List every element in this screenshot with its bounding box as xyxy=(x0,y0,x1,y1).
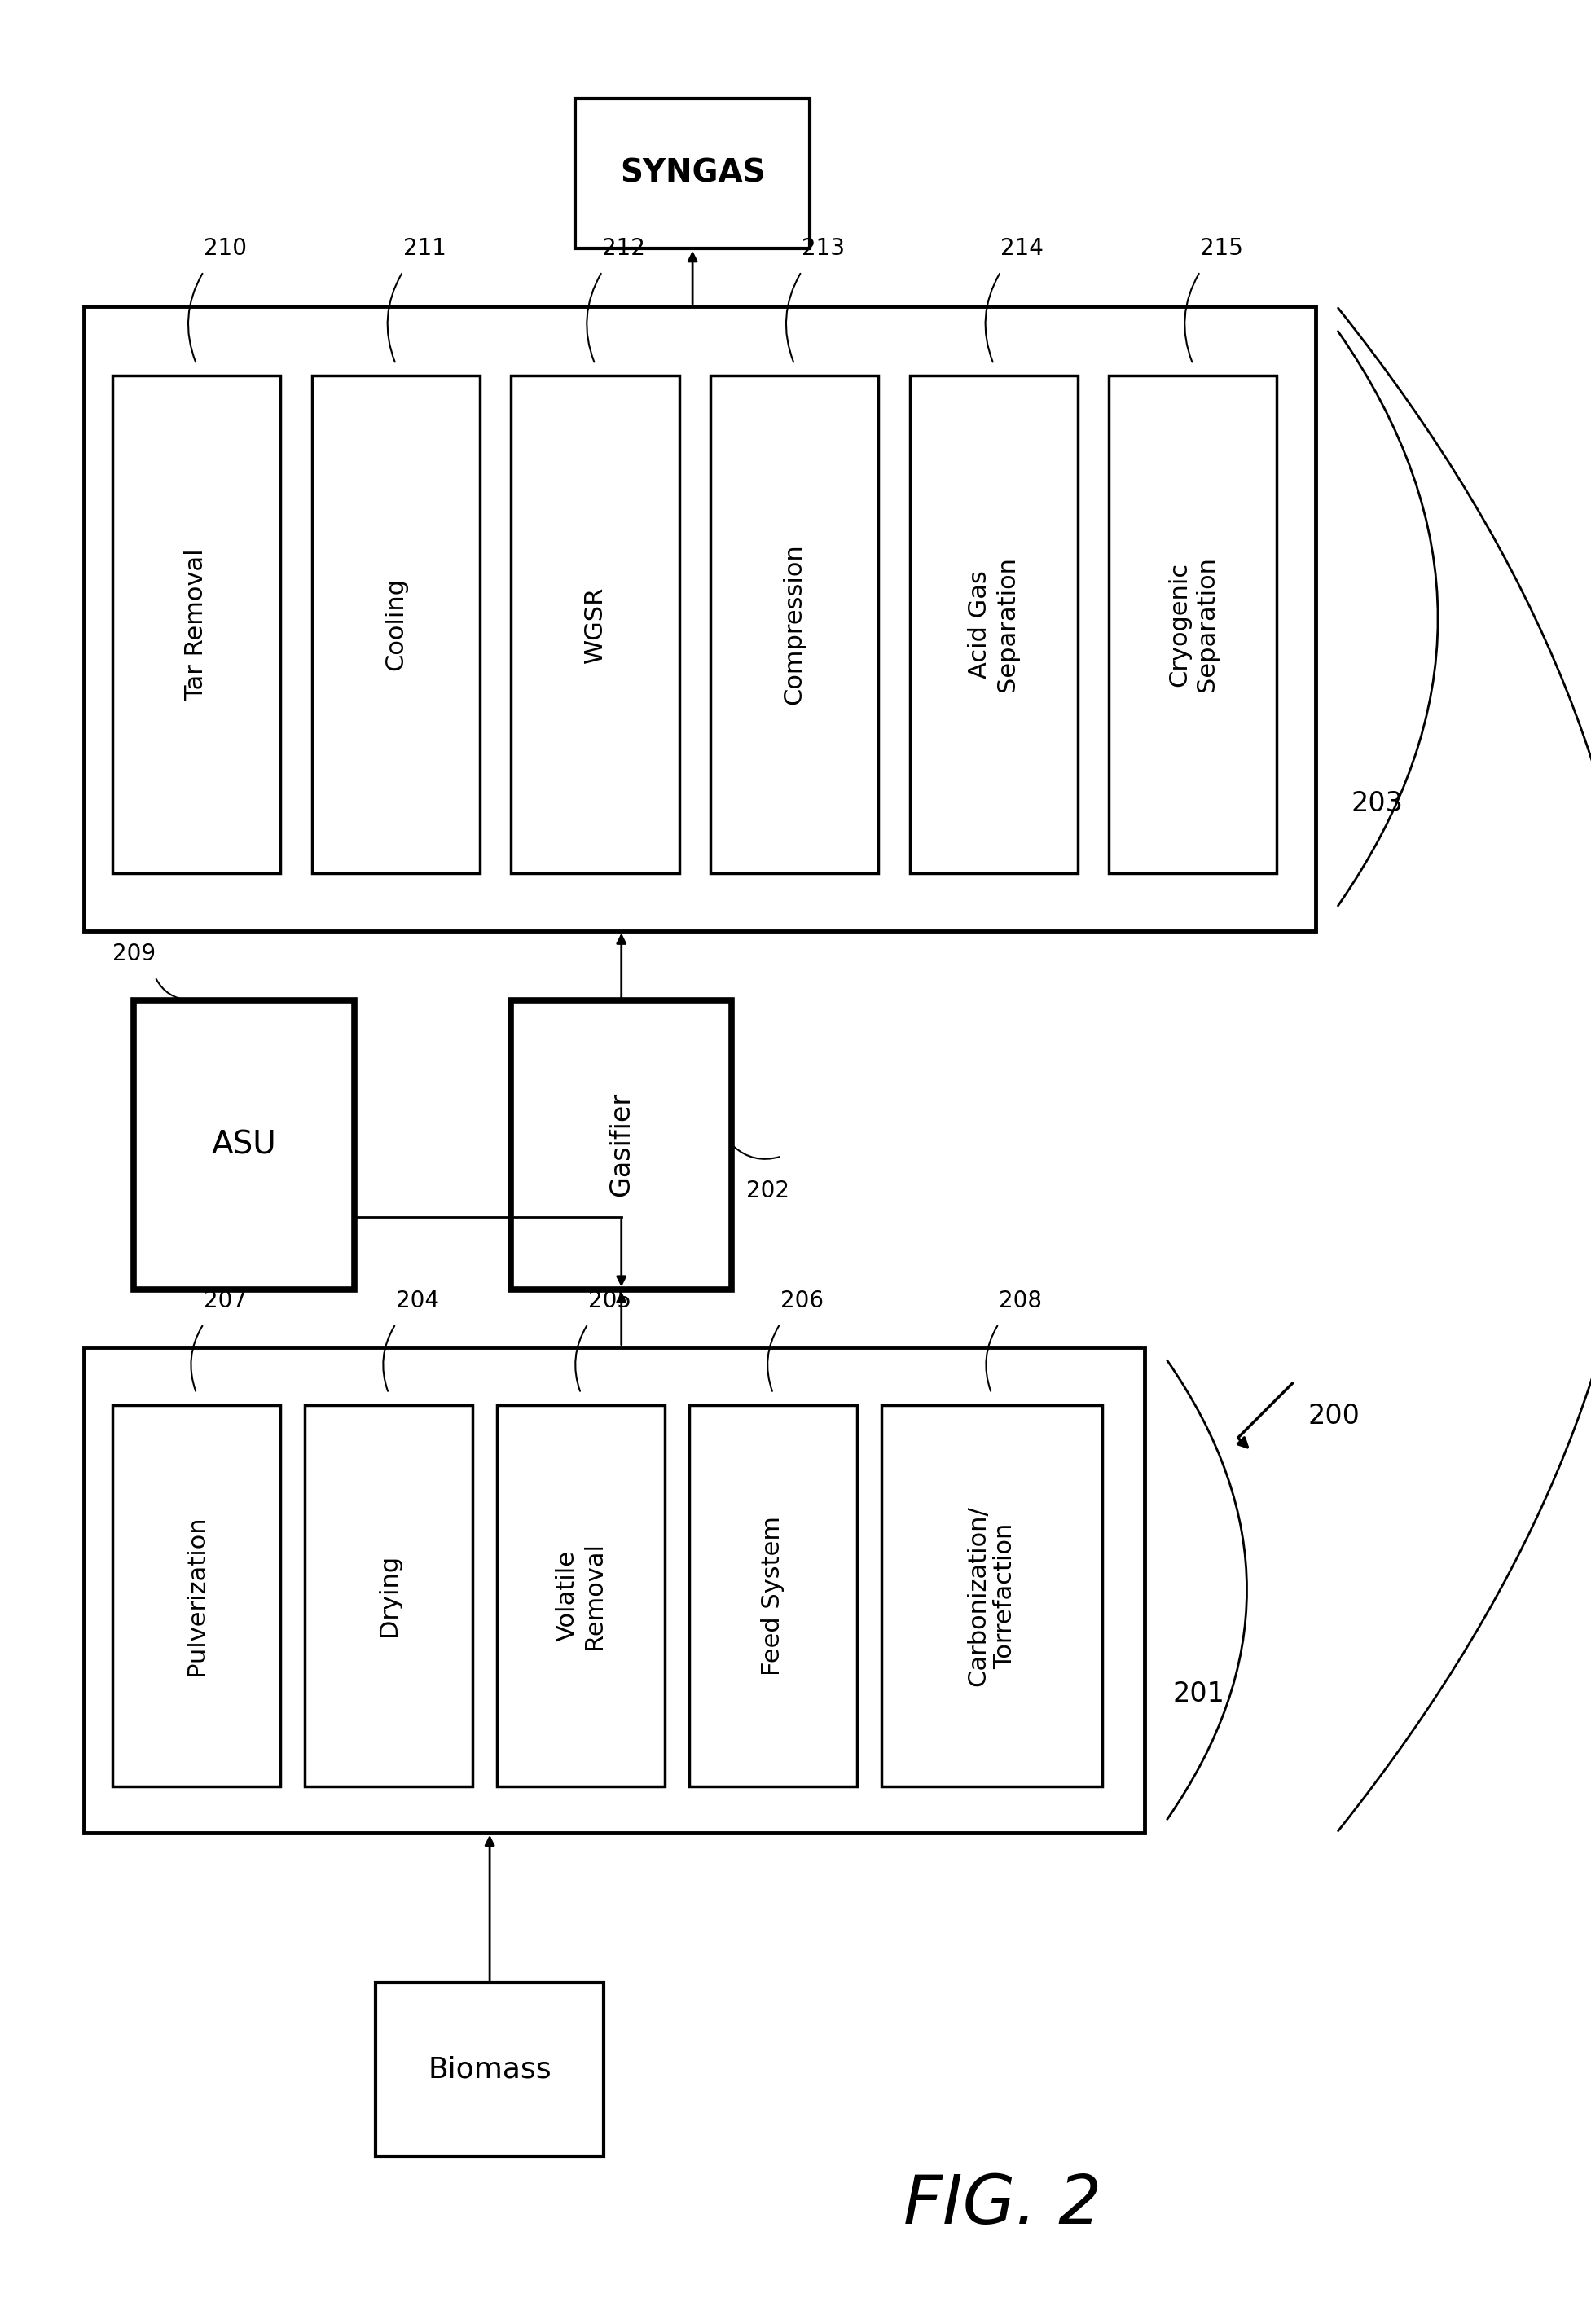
Text: Tar Removal: Tar Removal xyxy=(185,548,208,700)
Bar xyxy=(910,376,1077,874)
Bar xyxy=(312,376,480,874)
Text: FIG. 2: FIG. 2 xyxy=(904,2171,1101,2238)
Bar xyxy=(134,999,355,1290)
Text: 203: 203 xyxy=(1351,790,1403,818)
Bar xyxy=(511,999,732,1290)
Bar xyxy=(511,376,679,874)
Text: Biomass: Biomass xyxy=(428,2057,552,2085)
Bar xyxy=(113,376,280,874)
Text: 212: 212 xyxy=(601,237,646,260)
Text: Volatile
Removal: Volatile Removal xyxy=(555,1541,606,1650)
Text: Cryogenic
Separation: Cryogenic Separation xyxy=(1168,558,1219,693)
Bar xyxy=(84,307,1316,930)
Text: WGSR: WGSR xyxy=(584,586,606,662)
Text: Cooling: Cooling xyxy=(383,579,407,672)
Text: 209: 209 xyxy=(113,944,156,964)
Bar xyxy=(1109,376,1278,874)
Bar xyxy=(881,1404,1103,1787)
Bar xyxy=(84,1348,1144,1834)
Text: 213: 213 xyxy=(802,237,845,260)
Text: 214: 214 xyxy=(1001,237,1044,260)
Text: 200: 200 xyxy=(1308,1404,1360,1429)
Text: ASU: ASU xyxy=(212,1129,277,1160)
Text: Pulverization: Pulverization xyxy=(185,1515,208,1676)
Text: Acid Gas
Separation: Acid Gas Separation xyxy=(969,558,1020,693)
Bar xyxy=(375,1982,603,2157)
Bar xyxy=(304,1404,473,1787)
Text: Gasifier: Gasifier xyxy=(608,1092,635,1197)
Text: 201: 201 xyxy=(1173,1680,1225,1708)
Text: 202: 202 xyxy=(746,1181,789,1202)
Text: 207: 207 xyxy=(204,1290,247,1313)
Text: 206: 206 xyxy=(780,1290,823,1313)
Text: Drying: Drying xyxy=(377,1555,401,1636)
Text: Carbonization/
Torrefaction: Carbonization/ Torrefaction xyxy=(966,1506,1017,1685)
Bar xyxy=(689,1404,858,1787)
Text: 204: 204 xyxy=(396,1290,439,1313)
Text: 210: 210 xyxy=(204,237,247,260)
Bar xyxy=(113,1404,280,1787)
Text: 208: 208 xyxy=(999,1290,1042,1313)
Text: Compression: Compression xyxy=(783,544,807,704)
Text: Feed System: Feed System xyxy=(760,1515,784,1676)
Text: 215: 215 xyxy=(1200,237,1243,260)
Text: 211: 211 xyxy=(403,237,445,260)
Bar xyxy=(496,1404,665,1787)
Bar xyxy=(710,376,878,874)
Text: 205: 205 xyxy=(589,1290,632,1313)
Text: SYNGAS: SYNGAS xyxy=(620,158,765,188)
Bar xyxy=(574,98,810,249)
